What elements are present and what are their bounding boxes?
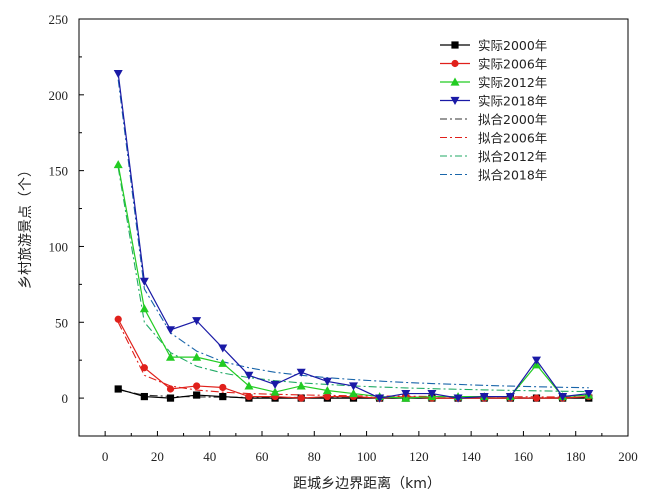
data-point — [218, 358, 228, 367]
legend-label: 拟合2006年 — [478, 131, 547, 146]
series-line-2 — [117, 164, 589, 399]
legend-marker — [451, 41, 459, 49]
data-point — [453, 394, 463, 403]
plot-frame — [78, 18, 629, 437]
data-point — [192, 352, 202, 361]
x-tick-label: 80 — [308, 449, 321, 464]
data-point — [297, 394, 305, 402]
x-tick-label: 180 — [566, 449, 586, 464]
legend-marker — [450, 96, 460, 105]
data-point — [193, 382, 201, 390]
data-point — [558, 392, 568, 402]
y-tick-label: 200 — [49, 88, 69, 103]
legend-label: 拟合2000年 — [478, 112, 547, 127]
fit-line-3 — [117, 79, 589, 389]
data-point — [114, 315, 122, 323]
data-point — [375, 394, 385, 403]
data-point — [349, 389, 358, 398]
data-point — [401, 389, 411, 399]
data-point — [244, 371, 254, 380]
x-tick-label: 160 — [514, 449, 534, 464]
legend-label: 实际2012年 — [478, 75, 547, 90]
data-point — [296, 381, 306, 390]
data-point — [479, 392, 489, 402]
data-point — [322, 377, 332, 386]
x-tick-label: 100 — [357, 449, 377, 464]
y-tick-label: 150 — [49, 164, 69, 179]
data-point — [296, 368, 306, 377]
fit-line-2 — [117, 167, 589, 393]
x-tick-label: 0 — [102, 449, 109, 464]
data-point — [323, 392, 331, 401]
data-point — [532, 356, 541, 365]
y-tick-label: 50 — [55, 315, 68, 330]
data-point — [166, 326, 175, 335]
x-tick-label: 200 — [618, 449, 638, 464]
x-tick-label: 140 — [461, 449, 481, 464]
y-tick-label: 0 — [62, 391, 69, 406]
data-point — [139, 304, 149, 313]
data-point — [166, 385, 175, 393]
x-tick-label: 120 — [409, 449, 429, 464]
legend-label: 拟合2012年 — [478, 149, 547, 164]
data-point — [113, 69, 123, 79]
x-tick-label: 20 — [151, 449, 164, 464]
x-tick-label: 40 — [203, 449, 216, 464]
data-point — [270, 387, 280, 396]
data-point — [166, 352, 175, 361]
y-axis-title: 乡村旅游景点（个） — [18, 163, 34, 289]
data-point — [322, 386, 332, 395]
data-point — [245, 392, 253, 401]
data-point — [139, 277, 149, 286]
legend-marker — [450, 77, 460, 86]
data-point — [219, 392, 227, 401]
y-tick-label: 100 — [49, 239, 69, 254]
data-point — [113, 160, 123, 169]
data-point — [193, 391, 201, 399]
data-point — [505, 392, 515, 402]
x-axis-title: 距城乡边界距离（km） — [293, 475, 441, 492]
legend-label: 实际2000年 — [478, 38, 547, 53]
data-point — [218, 344, 228, 353]
legend-label: 实际2006年 — [478, 57, 547, 72]
data-point — [192, 317, 202, 326]
y-tick-label: 250 — [49, 12, 69, 27]
data-point — [532, 394, 541, 402]
data-point — [166, 394, 175, 402]
data-point — [270, 380, 280, 389]
data-point — [219, 383, 227, 392]
data-point — [427, 389, 437, 399]
data-point — [349, 382, 358, 391]
legend-marker — [451, 59, 459, 68]
data-point — [584, 389, 594, 399]
x-tick-label: 60 — [256, 449, 269, 464]
legend-label: 实际2018年 — [478, 94, 547, 109]
data-point — [140, 392, 148, 401]
legend-label: 拟合2018年 — [478, 168, 547, 183]
data-point — [244, 381, 254, 390]
data-point — [140, 364, 148, 372]
data-point — [114, 385, 122, 393]
